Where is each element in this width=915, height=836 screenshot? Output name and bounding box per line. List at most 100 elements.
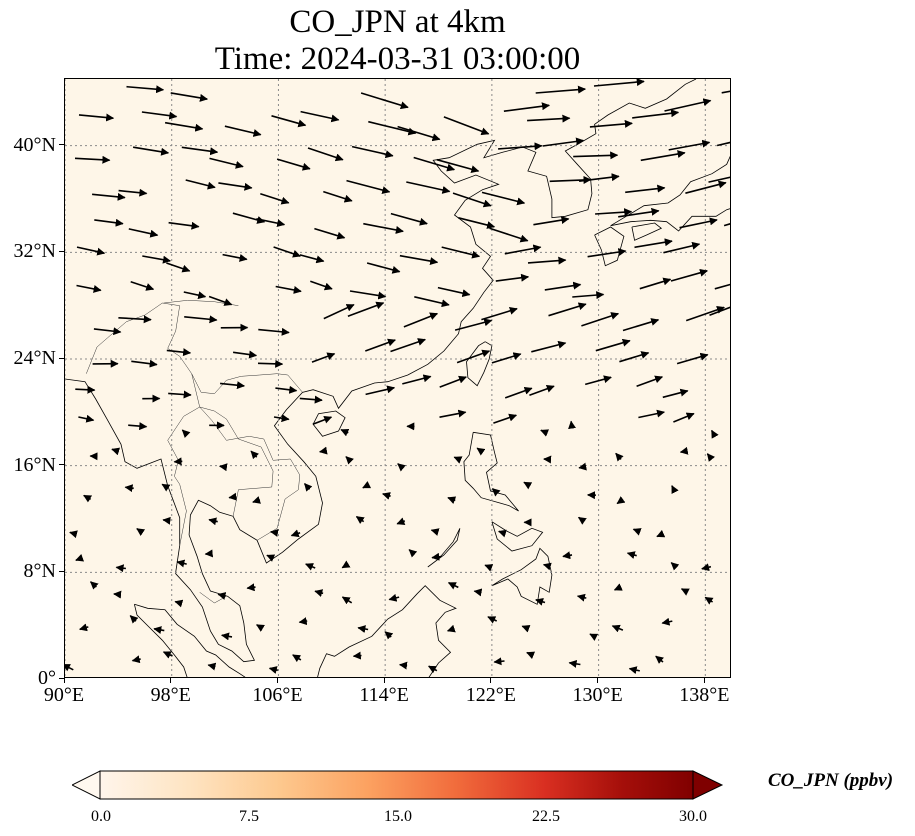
y-tick-mark (59, 570, 64, 572)
wind-vector-arrow (664, 98, 712, 112)
x-tick-mark (490, 678, 492, 683)
wind-vector-arrow (625, 184, 666, 194)
wind-vector-arrow (185, 179, 216, 190)
wind-vector-arrow (491, 352, 522, 364)
wind-vector-arrow (413, 156, 456, 172)
wind-vector-arrow (164, 121, 204, 132)
wind-vector-arrow (673, 412, 695, 423)
wind-vector-arrow (276, 158, 311, 171)
wind-vector-arrow (258, 327, 290, 336)
wind-vector-arrow (161, 483, 171, 492)
y-tick-label: 24°N (13, 347, 56, 369)
wind-vector-arrow (388, 593, 400, 602)
wind-vector-arrow (346, 179, 391, 194)
y-tick-mark (59, 250, 64, 252)
wind-vector-arrow (476, 447, 486, 456)
wind-vector-arrow (124, 484, 134, 493)
wind-vector-arrow (310, 280, 333, 291)
wind-vector-arrow (129, 615, 139, 624)
coastline-luzon (463, 431, 519, 512)
wind-vector-arrow (521, 625, 531, 633)
wind-vector-arrow (345, 456, 354, 465)
wind-vector-arrow (176, 559, 187, 568)
wind-vector-arrow (581, 312, 620, 327)
wind-vector-arrow (436, 158, 480, 174)
wind-vector-arrow (397, 125, 441, 142)
coastline-layer (65, 79, 730, 677)
colorbar-label: CO_JPN (ppbv) (768, 770, 894, 791)
wind-vector-arrow (439, 409, 467, 418)
country-border (199, 592, 227, 604)
wind-vector-arrow (382, 492, 391, 500)
wind-vector-arrow (663, 241, 701, 254)
wind-vector-arrow (456, 349, 491, 364)
colorbar-tick-label: 22.5 (532, 808, 560, 825)
wind-vector-arrow (166, 262, 191, 273)
colorbar-tick-label: 30.0 (679, 808, 707, 825)
colorbar (72, 770, 724, 800)
wind-vector-arrow (93, 327, 122, 336)
wind-vector-arrow (396, 517, 406, 525)
wind-vector-arrow (593, 79, 645, 87)
wind-vector-arrow (406, 181, 451, 194)
y-tick-mark (59, 144, 64, 146)
wind-vector-arrow (341, 596, 353, 605)
wind-vector-arrow (153, 626, 165, 634)
wind-vector-arrow (292, 654, 302, 663)
wind-vector-arrow (181, 146, 219, 156)
colorbar-tick-label: 7.5 (239, 808, 259, 825)
wind-vector-arrow (661, 617, 673, 626)
wind-vector-arrow (397, 463, 406, 472)
wind-vector-arrow (611, 624, 624, 633)
wind-vector-arrow (542, 137, 585, 147)
wind-vector-arrow (542, 562, 552, 571)
wind-vector-arrow (111, 447, 121, 456)
wind-vector-arrow (260, 192, 290, 205)
x-tick-mark (170, 678, 172, 683)
wind-vector-arrow (90, 581, 99, 590)
coastline-taiwan (466, 341, 493, 387)
wind-vector-arrow (544, 281, 582, 291)
wind-vector-arrow (427, 665, 438, 674)
wind-vector-arrow (626, 551, 637, 559)
wind-vector-arrow (183, 291, 207, 300)
wind-vector-arrow (130, 280, 155, 291)
wind-vector-arrow (711, 429, 719, 439)
colorbar-tick-label: 0.0 (91, 808, 111, 825)
wind-vector-arrow (454, 318, 493, 331)
wind-vector-arrow (181, 429, 191, 438)
wind-vector-arrow (430, 528, 440, 536)
wind-vector-arrow (548, 302, 587, 317)
coastline-shikoku (631, 222, 663, 241)
wind-vector-arrow (298, 617, 308, 626)
coastline-visayas (491, 521, 544, 552)
wind-vector-arrow (670, 562, 680, 571)
y-tick-label: 40°N (13, 133, 56, 156)
wind-vector-arrow (481, 306, 518, 321)
wind-vector-arrow (366, 262, 401, 274)
wind-vector-arrow (587, 248, 627, 258)
wind-vector-arrow (723, 223, 730, 227)
wind-vector-arrow (368, 120, 417, 136)
wind-vector-arrow (362, 481, 372, 489)
wind-vector-arrow (618, 207, 660, 218)
wind-vector-arrow (595, 338, 631, 352)
wind-vector-arrow (714, 283, 730, 290)
wind-vector-arrow (562, 551, 573, 560)
x-tick-label: 106°E (252, 684, 303, 706)
y-tick-label: 0° (38, 667, 56, 689)
wind-vector-arrow (222, 253, 248, 262)
wind-vector-arrow (498, 529, 507, 538)
wind-vector-arrow (128, 228, 159, 238)
wind-vector-arrow (473, 588, 483, 597)
wind-vector-arrow (257, 359, 284, 368)
country-border (191, 373, 274, 517)
wind-vector-arrow (708, 176, 730, 183)
wind-vector-arrow (493, 657, 505, 666)
wind-vector-arrow (481, 191, 526, 206)
wind-vector-arrow (208, 517, 218, 526)
wind-vector-arrow (224, 125, 262, 137)
wind-vector-arrow (679, 217, 718, 229)
x-tick-mark (597, 678, 599, 683)
wind-vector-arrow (638, 409, 665, 419)
